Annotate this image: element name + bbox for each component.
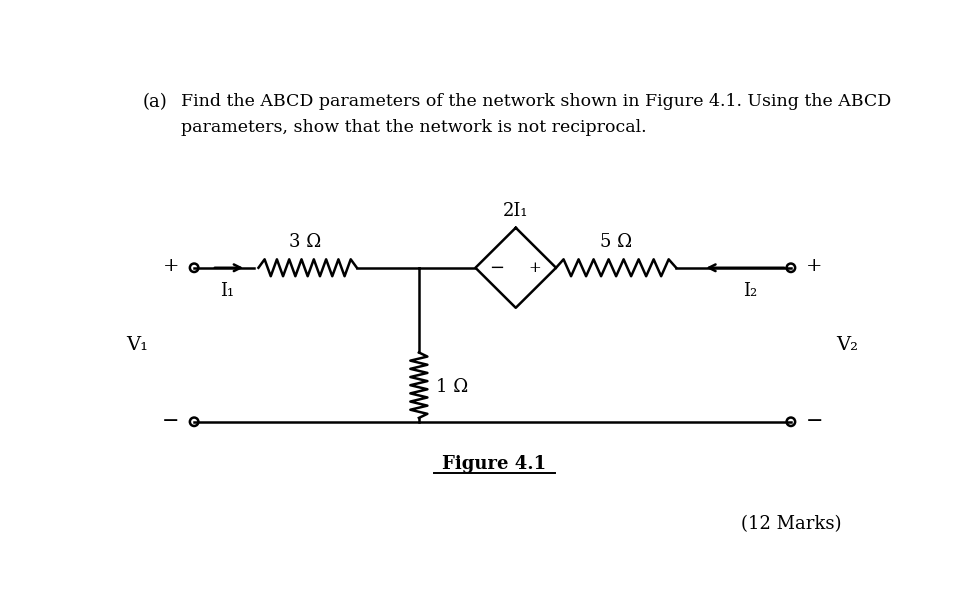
Text: I₂: I₂: [743, 282, 758, 300]
Text: −: −: [162, 412, 179, 431]
Text: 2I₁: 2I₁: [503, 202, 528, 220]
Text: I₁: I₁: [221, 282, 234, 300]
Text: +: +: [806, 257, 822, 275]
Text: (12 Marks): (12 Marks): [740, 515, 842, 533]
Text: −: −: [490, 259, 505, 277]
Text: +: +: [163, 257, 179, 275]
Text: Figure 4.1: Figure 4.1: [442, 455, 547, 473]
Text: 5 Ω: 5 Ω: [600, 233, 631, 251]
Text: (a): (a): [143, 93, 167, 111]
Text: −: −: [805, 412, 823, 431]
Text: V₁: V₁: [126, 336, 148, 354]
Text: V₂: V₂: [837, 336, 859, 354]
Text: Find the ABCD parameters of the network shown in Figure 4.1. Using the ABCD: Find the ABCD parameters of the network …: [181, 93, 891, 110]
Text: parameters, show that the network is not reciprocal.: parameters, show that the network is not…: [181, 119, 647, 136]
Text: 1 Ω: 1 Ω: [436, 378, 469, 396]
Text: 3 Ω: 3 Ω: [289, 233, 321, 251]
Text: +: +: [528, 261, 541, 275]
